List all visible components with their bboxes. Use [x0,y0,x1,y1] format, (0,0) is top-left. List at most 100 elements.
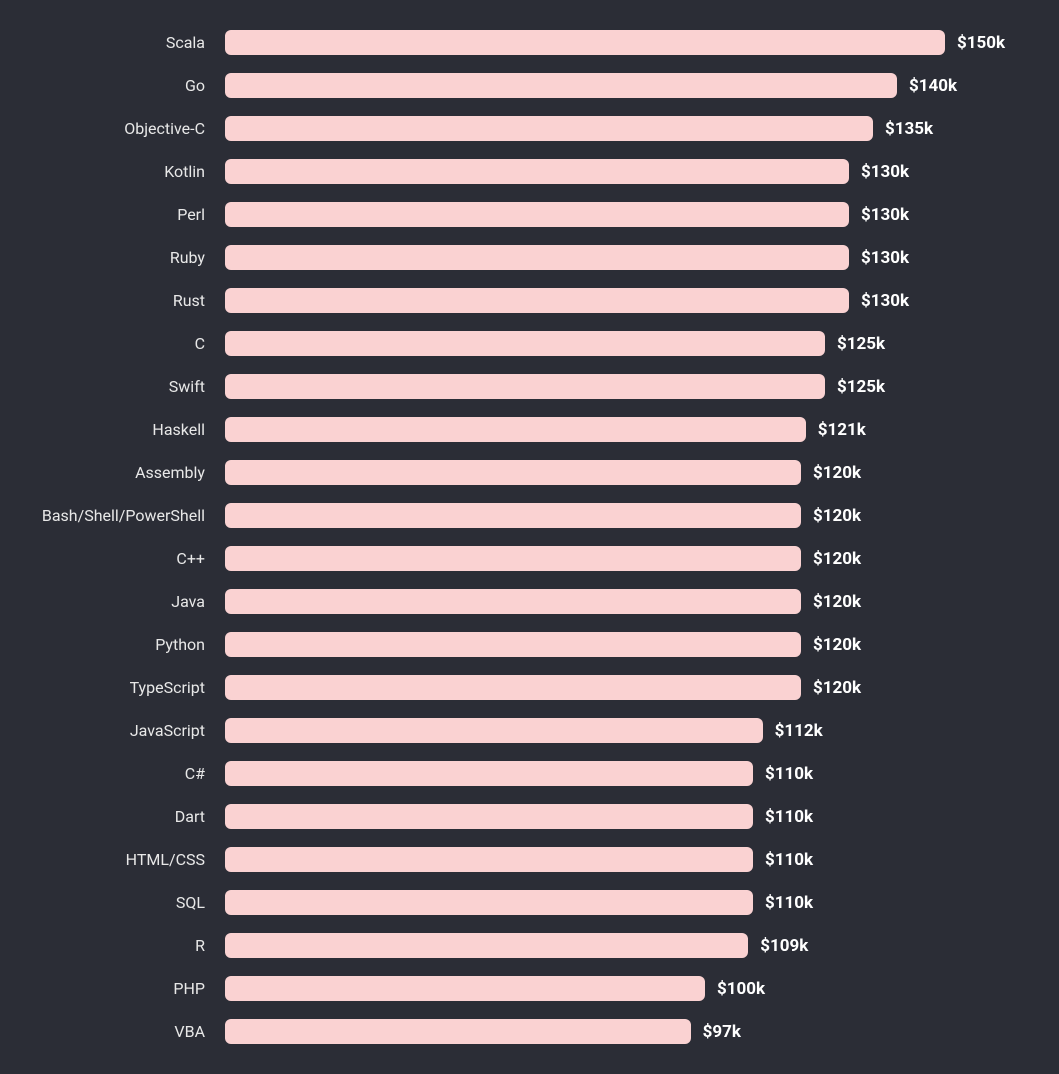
bar-track: $110k [225,847,1019,872]
bar-fill [225,374,825,399]
bar-fill [225,460,801,485]
bar-row: Ruby $130k [40,245,1019,270]
bar-value: $110k [765,807,813,827]
bar-row: Haskell $121k [40,417,1019,442]
bar-label: PHP [40,979,225,998]
bar-track: $112k [225,718,1019,743]
bar-fill [225,288,849,313]
bar-label: Bash/Shell/PowerShell [40,506,225,525]
bar-fill [225,73,897,98]
bar-label: Ruby [40,248,225,267]
bar-row: C $125k [40,331,1019,356]
bar-label: Dart [40,807,225,826]
bar-fill [225,804,753,829]
bar-label: Go [40,76,225,95]
bar-label: Objective-C [40,119,225,138]
bar-track: $150k [225,30,1019,55]
bar-label: Assembly [40,463,225,482]
bar-row: C# $110k [40,761,1019,786]
bar-track: $135k [225,116,1019,141]
salary-bar-chart: Scala $150k Go$140k Objective-C $135k Kotlin$… [40,30,1019,1044]
bar-track: $130k [225,288,1019,313]
bar-row: Java $120k [40,589,1019,614]
bar-track: $120k [225,589,1019,614]
bar-track: $97k [225,1019,1019,1044]
bar-fill [225,116,873,141]
bar-fill [225,847,753,872]
bar-label: Scala [40,33,225,52]
bar-fill [225,331,825,356]
bar-label: Python [40,635,225,654]
bar-row: VBA$97k [40,1019,1019,1044]
bar-row: HTML/CSS$110k [40,847,1019,872]
bar-value: $120k [813,506,861,526]
bar-value: $100k [717,979,765,999]
bar-track: $110k [225,804,1019,829]
bar-value: $120k [813,592,861,612]
bar-track: $130k [225,245,1019,270]
bar-fill [225,589,801,614]
bar-value: $120k [813,635,861,655]
bar-value: $110k [765,850,813,870]
bar-row: Python $120k [40,632,1019,657]
bar-value: $120k [813,463,861,483]
bar-label: Haskell [40,420,225,439]
bar-label: Perl [40,205,225,224]
bar-track: $125k [225,331,1019,356]
bar-label: R [40,936,225,955]
bar-value: $120k [813,678,861,698]
bar-track: $110k [225,890,1019,915]
bar-value: $120k [813,549,861,569]
bar-fill [225,1019,691,1044]
bar-fill [225,30,945,55]
bar-value: $150k [957,33,1005,53]
bar-fill [225,417,806,442]
bar-row: Objective-C $135k [40,116,1019,141]
bar-row: C++ $120k [40,546,1019,571]
bar-label: VBA [40,1022,225,1041]
bar-fill [225,202,849,227]
bar-value: $130k [861,162,909,182]
bar-value: $125k [837,334,885,354]
bar-value: $121k [818,420,866,440]
bar-track: $130k [225,159,1019,184]
bar-row: Swift$125k [40,374,1019,399]
bar-row: Kotlin$130k [40,159,1019,184]
bar-label: Java [40,592,225,611]
bar-row: TypeScript $120k [40,675,1019,700]
bar-track: $125k [225,374,1019,399]
bar-value: $130k [861,205,909,225]
bar-track: $120k [225,632,1019,657]
bar-label: SQL [40,893,225,912]
bar-row: Rust$130k [40,288,1019,313]
bar-row: Go$140k [40,73,1019,98]
bar-value: $130k [861,248,909,268]
bar-track: $140k [225,73,1019,98]
bar-row: Scala $150k [40,30,1019,55]
bar-value: $110k [765,764,813,784]
bar-fill [225,546,801,571]
bar-value: $130k [861,291,909,311]
bar-label: C# [40,764,225,783]
bar-track: $120k [225,546,1019,571]
bar-value: $135k [885,119,933,139]
bar-track: $130k [225,202,1019,227]
bar-label: C++ [40,549,225,568]
bar-track: $110k [225,761,1019,786]
bar-fill [225,503,801,528]
bar-label: C [40,334,225,353]
bar-track: $100k [225,976,1019,1001]
bar-value: $112k [775,721,823,741]
bar-row: R $109k [40,933,1019,958]
bar-fill [225,159,849,184]
bar-label: TypeScript [40,678,225,697]
bar-row: SQL $110k [40,890,1019,915]
bar-fill [225,632,801,657]
bar-row: Assembly $120k [40,460,1019,485]
bar-track: $120k [225,503,1019,528]
bar-value: $109k [760,936,808,956]
bar-fill [225,675,801,700]
bar-value: $110k [765,893,813,913]
bar-track: $120k [225,460,1019,485]
bar-value: $125k [837,377,885,397]
